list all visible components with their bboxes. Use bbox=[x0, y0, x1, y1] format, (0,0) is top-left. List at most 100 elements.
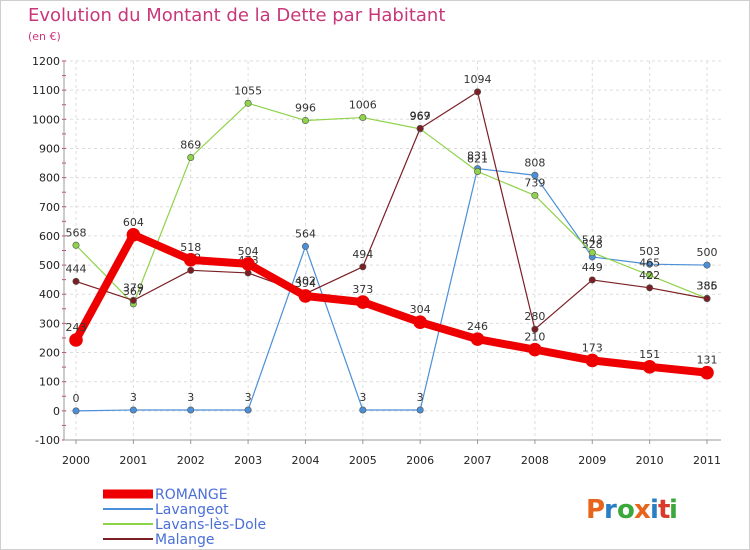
data-point-lavangeot bbox=[187, 406, 195, 414]
data-point-romange bbox=[183, 253, 198, 267]
data-label-malange: 494 bbox=[352, 248, 373, 261]
data-label-lavans-l-s-dole: 386 bbox=[697, 279, 718, 292]
data-point-romange bbox=[642, 360, 657, 374]
legend-label-lavans-l-s-dole: Lavans-lès-Dole bbox=[155, 517, 266, 533]
data-label-lavangeot: 3 bbox=[417, 391, 424, 404]
y-tick-label: 1100 bbox=[32, 84, 60, 97]
data-point-lavans-l-s-dole bbox=[531, 191, 539, 199]
x-tick-label: 2011 bbox=[693, 454, 721, 467]
chart-subtitle: (en €) bbox=[28, 30, 61, 43]
y-tick-label: 100 bbox=[39, 376, 60, 389]
data-label-lavans-l-s-dole: 367 bbox=[123, 285, 144, 298]
data-label-malange: 449 bbox=[582, 261, 603, 274]
data-label-romange: 246 bbox=[467, 320, 488, 333]
logo-letter: o bbox=[617, 495, 635, 525]
y-tick-label: 700 bbox=[39, 201, 60, 214]
data-label-lavans-l-s-dole: 543 bbox=[582, 234, 603, 247]
data-label-lavans-l-s-dole: 568 bbox=[66, 226, 87, 239]
data-label-romange: 518 bbox=[180, 241, 201, 254]
data-label-romange: 151 bbox=[639, 348, 660, 361]
data-label-romange: 243 bbox=[66, 321, 87, 334]
series-line-lavans-l-s-dole bbox=[75, 102, 708, 305]
data-point-lavangeot bbox=[359, 406, 367, 414]
logo-letter: i bbox=[650, 495, 659, 525]
x-tick-label: 2004 bbox=[291, 454, 319, 467]
data-label-malange: 379 bbox=[123, 281, 144, 294]
data-label-lavans-l-s-dole: 1006 bbox=[349, 99, 377, 112]
legend-label-malange: Malange bbox=[155, 532, 215, 548]
logo-letter: t bbox=[658, 495, 670, 525]
data-label-lavans-l-s-dole: 869 bbox=[180, 138, 201, 151]
data-point-malange bbox=[187, 266, 195, 274]
x-tick-label: 2000 bbox=[62, 454, 90, 467]
y-tick-label: 1200 bbox=[32, 55, 60, 68]
data-label-lavans-l-s-dole: 739 bbox=[524, 176, 545, 189]
data-point-malange bbox=[72, 277, 80, 285]
data-label-malange: 444 bbox=[66, 262, 87, 275]
data-point-lavans-l-s-dole bbox=[187, 153, 195, 161]
data-point-romange bbox=[298, 289, 313, 303]
data-label-lavans-l-s-dole: 967 bbox=[410, 110, 431, 123]
data-label-lavans-l-s-dole: 1055 bbox=[234, 84, 262, 97]
data-label-lavangeot: 564 bbox=[295, 227, 316, 240]
y-tick-label: 300 bbox=[39, 317, 60, 330]
data-point-lavangeot bbox=[72, 407, 80, 415]
data-point-romange bbox=[126, 227, 141, 242]
data-label-romange: 394 bbox=[295, 277, 316, 290]
data-point-malange bbox=[474, 88, 482, 96]
series-line-lavangeot bbox=[75, 167, 708, 412]
data-point-lavangeot bbox=[416, 406, 424, 414]
x-tick-label: 2008 bbox=[521, 454, 549, 467]
data-label-lavangeot: 3 bbox=[245, 391, 252, 404]
data-point-lavans-l-s-dole bbox=[244, 99, 252, 107]
data-label-lavans-l-s-dole: 465 bbox=[639, 256, 660, 269]
x-tick-label: 2009 bbox=[578, 454, 606, 467]
data-label-lavangeot: 3 bbox=[130, 391, 137, 404]
data-label-malange: 1094 bbox=[464, 73, 492, 86]
data-point-romange bbox=[470, 332, 485, 346]
logo-letter: i bbox=[669, 495, 678, 525]
data-label-lavangeot: 0 bbox=[73, 392, 80, 405]
data-label-lavangeot: 3 bbox=[359, 391, 366, 404]
data-label-lavangeot: 500 bbox=[697, 246, 718, 259]
data-point-romange bbox=[413, 315, 427, 330]
data-label-lavans-l-s-dole: 996 bbox=[295, 101, 316, 114]
x-tick-label: 2001 bbox=[119, 454, 147, 467]
series-line-romange bbox=[72, 230, 711, 377]
data-label-malange: 280 bbox=[524, 310, 545, 323]
data-label-malange: 402 bbox=[295, 275, 316, 288]
data-label-lavangeot: 808 bbox=[524, 156, 545, 169]
data-point-lavans-l-s-dole bbox=[72, 241, 80, 249]
data-label-malange: 385 bbox=[697, 280, 718, 293]
data-point-lavans-l-s-dole bbox=[359, 114, 367, 122]
data-point-lavangeot bbox=[129, 406, 137, 414]
data-point-lavans-l-s-dole bbox=[646, 271, 654, 279]
y-tick-label: -100 bbox=[35, 434, 60, 447]
data-label-malange: 969 bbox=[410, 109, 431, 122]
data-point-malange bbox=[646, 284, 654, 292]
y-tick-label: 800 bbox=[39, 172, 60, 185]
data-point-romange bbox=[69, 333, 83, 347]
x-tick-label: 2007 bbox=[464, 454, 492, 467]
data-point-lavans-l-s-dole bbox=[588, 249, 596, 257]
data-point-lavangeot bbox=[244, 406, 252, 414]
data-label-romange: 173 bbox=[582, 341, 603, 354]
logo-letter: r bbox=[604, 495, 617, 525]
y-tick-label: 1000 bbox=[32, 113, 60, 126]
y-tick-label: 200 bbox=[39, 347, 60, 360]
data-point-malange bbox=[359, 263, 367, 271]
data-point-romange bbox=[700, 365, 714, 380]
y-tick-label: 400 bbox=[39, 288, 60, 301]
x-tick-label: 2006 bbox=[406, 454, 434, 467]
legend-label-lavangeot: Lavangeot bbox=[155, 502, 229, 518]
x-tick-label: 2005 bbox=[349, 454, 377, 467]
data-label-romange: 504 bbox=[238, 245, 259, 258]
logo-letter: x bbox=[634, 495, 651, 525]
data-point-malange bbox=[416, 124, 424, 132]
x-tick-label: 2002 bbox=[177, 454, 205, 467]
y-tick-label: 500 bbox=[39, 259, 60, 272]
y-tick-label: 900 bbox=[39, 142, 60, 155]
x-tick-label: 2003 bbox=[234, 454, 262, 467]
